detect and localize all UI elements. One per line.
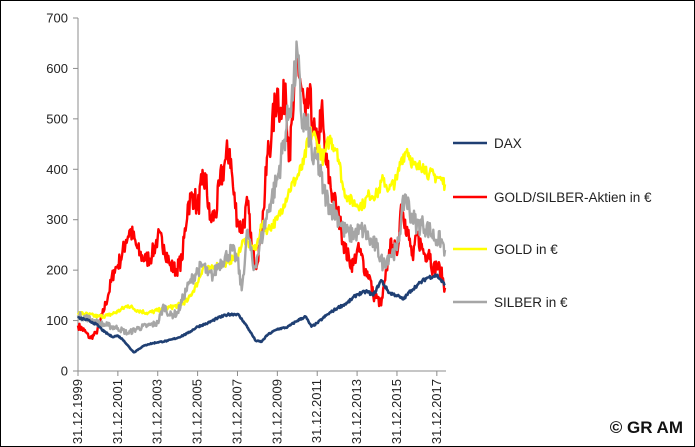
y-tick-label: 600 [46, 61, 68, 76]
series-layer [76, 40, 447, 354]
x-tick-label: 31.12.2017 [429, 379, 444, 444]
y-tick-label: 200 [46, 263, 68, 278]
series-line-0 [77, 273, 446, 354]
x-tick-label: 31.12.1999 [70, 379, 85, 444]
legend-label-3: SILBER in € [494, 295, 568, 310]
y-tick-label: 100 [46, 313, 68, 328]
x-tick-label: 31.12.2007 [229, 379, 244, 444]
copyright-label: © GR AM [610, 418, 683, 437]
legend-label-1: GOLD/SILBER-Aktien in € [494, 190, 652, 205]
x-tick-label: 31.12.2005 [190, 379, 205, 444]
y-tick-label: 300 [46, 212, 68, 227]
series-line-1 [76, 57, 447, 340]
series-line-2 [76, 126, 447, 320]
y-tick-label: 0 [61, 364, 68, 379]
legend-label-0: DAX [494, 136, 522, 151]
x-tick-label: 31.12.2003 [150, 379, 165, 444]
y-tick-label: 700 [46, 11, 68, 26]
axes: 0 100 200 300 400 500 600 700 31.12.1999 31.12.20… [46, 11, 446, 444]
x-tick-label: 31.12.2013 [349, 379, 364, 444]
y-tick-label: 500 [46, 111, 68, 126]
legend: DAX GOLD/SILBER-Aktien in € GOLD in € SILBE… [453, 136, 652, 310]
legend-label-2: GOLD in € [494, 242, 558, 257]
x-tick-label: 31.12.2015 [389, 379, 404, 444]
x-tick-label: 31.12.2009 [269, 379, 284, 444]
y-tick-label: 400 [46, 162, 68, 177]
x-tick-label: 31.12.2001 [110, 379, 125, 444]
x-tick-label: 31.12.2011 [309, 379, 324, 443]
series-line-3 [76, 40, 447, 336]
